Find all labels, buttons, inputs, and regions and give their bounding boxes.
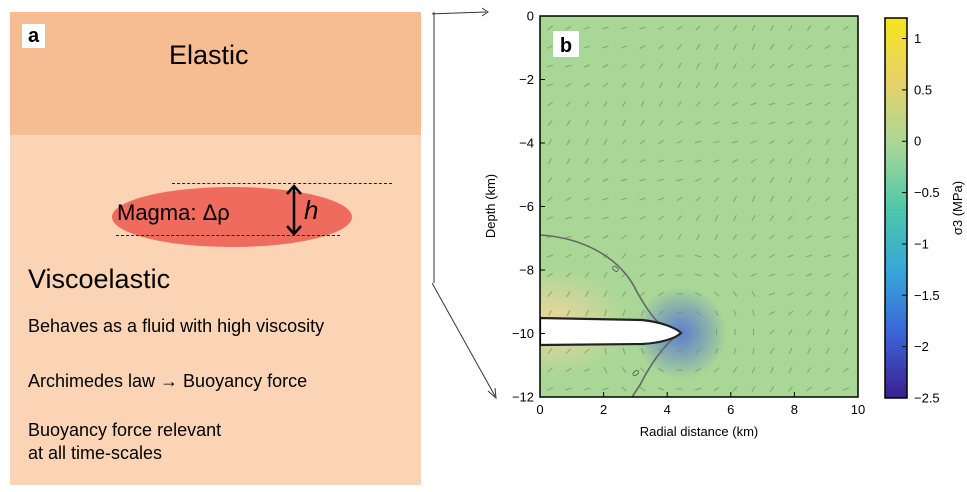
y-axis-label: Depth (km) xyxy=(483,174,498,238)
y-tick-label: −8 xyxy=(519,263,534,278)
colorbar-tick-label: −1 xyxy=(914,236,929,251)
colorbar-tick-label: −2 xyxy=(914,339,929,354)
colorbar-tick-label: 1 xyxy=(914,31,921,46)
x-tick-label: 10 xyxy=(851,402,865,417)
connector-arrow-icon xyxy=(488,388,496,398)
magma-body xyxy=(540,318,681,345)
thickness-label: h xyxy=(304,195,318,226)
y-tick-label: −4 xyxy=(519,136,534,151)
colorbar-tick-label: −1.5 xyxy=(914,288,940,303)
panel-b-label: b xyxy=(560,35,572,57)
y-tick-label: −6 xyxy=(519,199,534,214)
x-tick-label: 4 xyxy=(664,402,671,417)
colorbar-tick-label: −2.5 xyxy=(914,391,940,406)
y-tick-label: −2 xyxy=(519,72,534,87)
x-tick-label: 6 xyxy=(727,402,734,417)
elastic-layer xyxy=(10,12,421,135)
x-tick-label: 0 xyxy=(536,402,543,417)
panel-a: a Elastic Magma: Δρ h Viscoelastic Behav… xyxy=(0,0,432,487)
description-line: Buoyancy force relevant xyxy=(28,420,221,441)
description-line: at all time-scales xyxy=(28,443,162,464)
viscoelastic-title: Viscoelastic xyxy=(28,264,170,295)
connector-line xyxy=(432,12,486,14)
magma-label: Magma: Δρ xyxy=(117,200,230,226)
x-axis-label: Radial distance (km) xyxy=(640,424,759,439)
y-tick-label: 0 xyxy=(527,9,534,24)
top-dashed-line xyxy=(172,183,392,184)
x-tick-label: 8 xyxy=(791,402,798,417)
panel-a-label: a xyxy=(22,24,45,48)
thickness-arrow-icon xyxy=(284,183,304,237)
y-tick-label: −10 xyxy=(512,326,534,341)
colorbar-tick-label: 0.5 xyxy=(914,82,932,97)
y-tick-label: −12 xyxy=(512,390,534,405)
colorbar-tick-label: −0.5 xyxy=(914,185,940,200)
colorbar-label: σ3 (MPa) xyxy=(950,181,965,235)
stress-direction-mark xyxy=(698,329,699,335)
colorbar-tick-label: 0 xyxy=(914,134,921,149)
colorbar xyxy=(885,18,907,398)
description-line: Archimedes law → Buoyancy force xyxy=(28,371,307,392)
bottom-dashed-line xyxy=(116,235,340,236)
x-tick-label: 2 xyxy=(600,402,607,417)
elastic-title: Elastic xyxy=(169,40,249,71)
connector-line xyxy=(432,283,495,396)
description-line: Behaves as a fluid with high viscosity xyxy=(28,316,324,337)
